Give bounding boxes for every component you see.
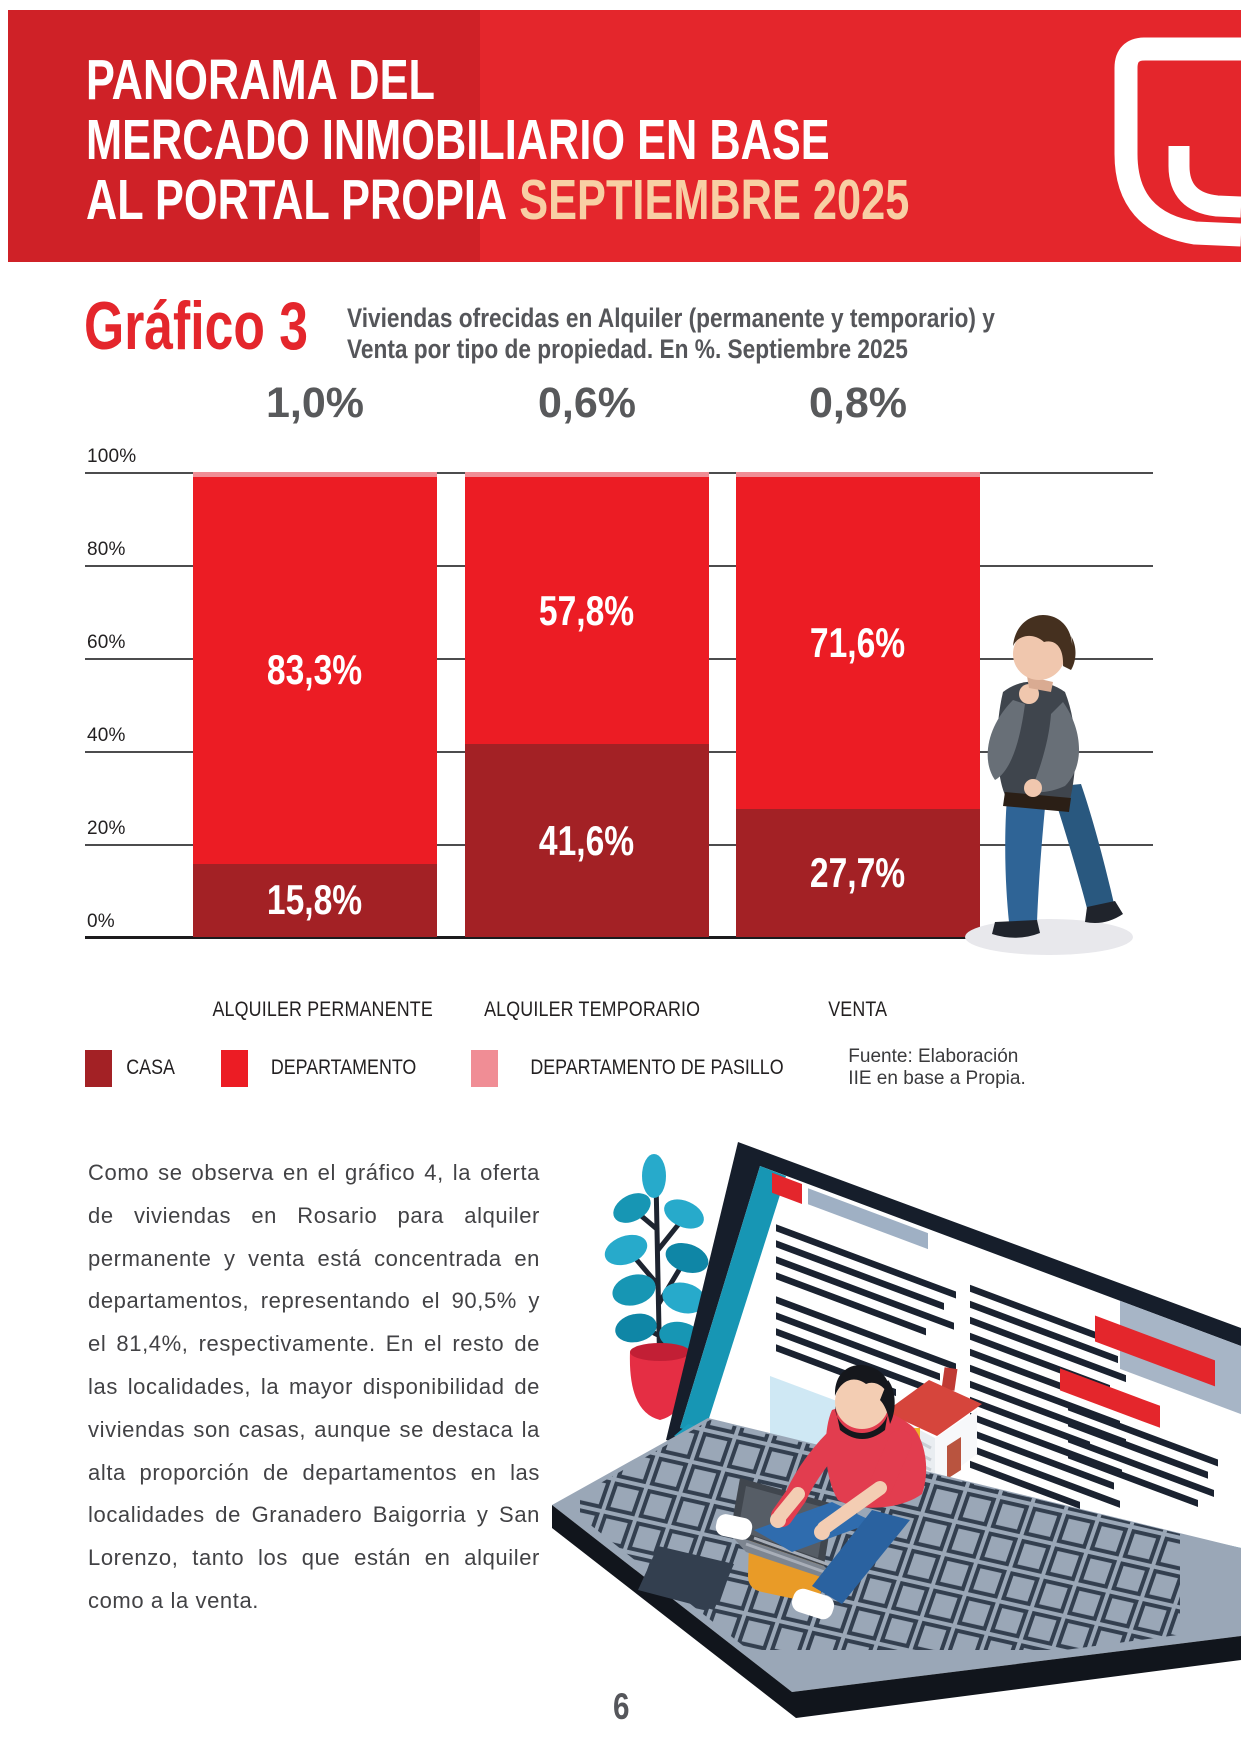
category-label-alquiler-permanente: ALQUILER PERMANENTE	[212, 998, 433, 1021]
x-axis-line	[85, 936, 1107, 939]
legend-label-departamento-de-pasillo: DEPARTAMENTO DE PASILLO	[530, 1056, 784, 1079]
bar-alquiler-temporario: 57,8% 41,6%	[465, 472, 709, 937]
figure-subtitle-line-1: Viviendas ofrecidas en Alquiler (permane…	[347, 303, 995, 333]
segment-casa: 27,7%	[736, 808, 980, 937]
segment-casa: 41,6%	[465, 744, 709, 937]
header-banner: PANORAMA DEL MERCADO INMOBILIARIO EN BAS…	[8, 10, 1241, 262]
man-thinking-illustration	[965, 615, 1133, 955]
page-title: PANORAMA DEL MERCADO INMOBILIARIO EN BAS…	[86, 50, 1169, 230]
segment-departamento: 57,8%	[465, 476, 709, 745]
figure-label: Gráfico 3	[84, 288, 309, 364]
title-date-highlight: SEPTIEMBRE 2025	[519, 168, 910, 232]
category-label-alquiler-temporario: ALQUILER TEMPORARIO	[484, 998, 701, 1021]
legend-item-casa: CASA	[85, 1049, 179, 1087]
y-tick-60: 60%	[87, 632, 126, 653]
bar-total-label-1: 1,0%	[265, 379, 364, 427]
legend-label-departamento: DEPARTAMENTO	[271, 1056, 417, 1079]
trackpad	[638, 1546, 734, 1610]
source-note: Fuente: Elaboración IIE en base a Propia…	[848, 1046, 1026, 1089]
segment-casa: 15,8%	[193, 863, 437, 937]
y-tick-100: 100%	[87, 446, 137, 467]
potted-plant-illustration	[604, 1154, 709, 1420]
segment-pasillo	[465, 472, 709, 477]
laptop-browsing-illustration	[552, 1142, 1241, 1718]
y-tick-80: 80%	[87, 539, 126, 560]
bar-venta: 71,6% 27,7%	[736, 472, 980, 937]
legend-item-departamento-de-pasillo: DEPARTAMENTO DE PASILLO	[471, 1049, 806, 1087]
bar-total-label-2: 0,6%	[537, 379, 636, 427]
bar-alquiler-permanente: 83,3% 15,8%	[193, 472, 437, 937]
stacked-bar-chart: 100% 80% 60% 40% 20% 0% 1,0% 0,6% 0,8% 8…	[85, 380, 1160, 1080]
segment-departamento: 83,3%	[193, 476, 437, 864]
segment-departamento: 71,6%	[736, 476, 980, 809]
title-line-3: AL PORTAL PROPIA	[86, 168, 508, 232]
man-sitting-illustration	[715, 1364, 927, 1620]
chart-legend: CASA DEPARTAMENTO DEPARTAMENTO DE PASILL…	[85, 1046, 1160, 1090]
y-tick-40: 40%	[87, 725, 126, 746]
legend-item-departamento: DEPARTAMENTO	[221, 1049, 429, 1087]
legend-swatch-departamento	[221, 1049, 249, 1087]
body-paragraph: Como se observa en el gráfico 4, la ofer…	[88, 1160, 540, 1613]
y-tick-0: 0%	[87, 911, 115, 932]
legend-label-casa: CASA	[126, 1056, 175, 1079]
title-line-2: MERCADO INMOBILIARIO EN BASE	[86, 108, 830, 172]
category-label-venta: VENTA	[828, 998, 888, 1021]
brand-logo-icon	[1114, 37, 1241, 247]
legend-swatch-casa	[85, 1049, 112, 1087]
title-line-1: PANORAMA DEL	[86, 48, 435, 112]
figure-subtitle-line-2: Venta por tipo de propiedad. En %. Septi…	[347, 334, 908, 364]
page-number: 6	[612, 1686, 630, 1727]
banner-dark-panel	[8, 10, 480, 262]
legend-swatch-departamento-de-pasillo	[471, 1049, 499, 1087]
figure-subtitle: Viviendas ofrecidas en Alquiler (permane…	[347, 303, 1118, 365]
y-tick-20: 20%	[87, 818, 126, 839]
segment-pasillo	[193, 472, 437, 477]
segment-pasillo	[736, 472, 980, 477]
bar-total-label-3: 0,8%	[808, 379, 907, 427]
